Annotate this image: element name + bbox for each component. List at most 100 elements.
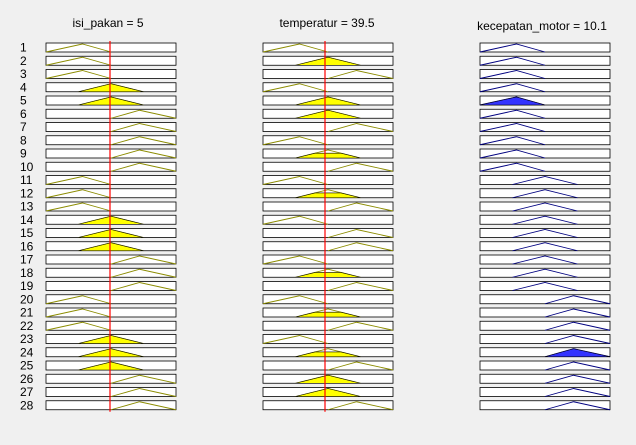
rule-panel (262, 42, 394, 53)
rule-panel (479, 175, 611, 185)
rule-panel (45, 347, 177, 358)
membership-function (110, 162, 177, 172)
membership-function (45, 321, 112, 331)
activation-fill (295, 272, 361, 278)
rule-panel (45, 241, 177, 252)
rule-panel (45, 108, 177, 119)
rule-panel (45, 188, 177, 199)
membership-function (110, 136, 177, 146)
rule-panel (479, 373, 611, 384)
rule-panel (45, 55, 177, 66)
rule-number: 16 (20, 239, 34, 253)
rule-panel (479, 95, 611, 106)
membership-function (479, 149, 546, 159)
rule-panel (262, 82, 394, 93)
membership-function (110, 268, 177, 278)
activation-fill (295, 374, 361, 384)
rule-panel (45, 254, 177, 265)
rule-panel (262, 228, 394, 238)
column-title-isi-pakan: isi_pakan = 5 (72, 16, 143, 30)
membership-function (327, 282, 394, 291)
rule-panel (479, 188, 611, 199)
rule-panel (479, 122, 611, 132)
rule-panel (45, 175, 177, 185)
rule-panel (479, 148, 611, 159)
membership-function (544, 374, 611, 384)
membership-function (110, 374, 177, 384)
membership-function (512, 202, 578, 212)
rule-number: 25 (20, 359, 34, 373)
membership-function (512, 282, 578, 291)
membership-function (110, 123, 177, 132)
activation-fill (295, 351, 361, 358)
membership-function (110, 255, 177, 265)
rule-number: 20 (20, 292, 34, 306)
rule-panel (479, 400, 611, 411)
activation-fill (78, 348, 144, 358)
rule-panel (479, 42, 611, 53)
rule-panel (262, 214, 394, 225)
rule-panels (45, 42, 611, 411)
membership-function (512, 268, 578, 278)
membership-function (479, 43, 546, 53)
rule-number: 12 (20, 186, 34, 200)
rule-panel (479, 281, 611, 291)
rule-number: 13 (20, 200, 34, 214)
rule-panel (262, 294, 394, 305)
membership-function (262, 295, 329, 305)
rule-panel (262, 201, 394, 212)
membership-function (327, 162, 394, 172)
rule-panel (262, 148, 394, 159)
rule-panel (479, 387, 611, 397)
activation-fill (479, 96, 546, 106)
rule-panel (479, 320, 611, 331)
membership-function (544, 401, 611, 411)
membership-function (110, 388, 177, 397)
rule-panel (45, 161, 177, 172)
membership-function (262, 335, 329, 344)
membership-function (512, 215, 578, 225)
rule-panel (262, 307, 394, 318)
rule-number: 22 (20, 319, 34, 333)
rule-panel (45, 135, 177, 146)
rule-panel (479, 201, 611, 212)
activation-fill (295, 388, 361, 397)
rule-number: 23 (20, 332, 34, 346)
membership-function (512, 189, 578, 199)
membership-function (327, 321, 394, 331)
rule-panel (479, 69, 611, 79)
membership-function (544, 335, 611, 344)
rule-panel (262, 334, 394, 344)
membership-function (479, 162, 546, 172)
membership-function (45, 295, 112, 305)
rule-panel (262, 55, 394, 66)
membership-function (479, 123, 546, 132)
rule-number: 9 (20, 147, 27, 161)
activation-fill (78, 335, 144, 344)
rule-panel-box (479, 254, 611, 265)
membership-function (479, 70, 546, 79)
membership-function (327, 202, 394, 212)
rule-panel (262, 360, 394, 371)
rule-panel (45, 95, 177, 106)
activation-fill (295, 56, 361, 66)
rule-panel (262, 320, 394, 331)
rule-number: 18 (20, 266, 34, 280)
rule-panel-box (479, 175, 611, 185)
rule-panel (479, 228, 611, 238)
rule-panel (262, 188, 394, 199)
rule-number: 27 (20, 385, 34, 399)
rule-panel (45, 334, 177, 344)
rule-panel (262, 135, 394, 146)
membership-function (512, 229, 578, 238)
rule-panel (262, 387, 394, 397)
membership-function (45, 176, 112, 185)
membership-function (45, 56, 112, 66)
rule-number: 10 (20, 160, 34, 174)
rule-panel-box (479, 267, 611, 278)
rule-panel (479, 334, 611, 344)
rule-panel (262, 347, 394, 358)
rule-panel (45, 228, 177, 238)
rule-panel (45, 307, 177, 318)
rule-panel-box (479, 188, 611, 199)
